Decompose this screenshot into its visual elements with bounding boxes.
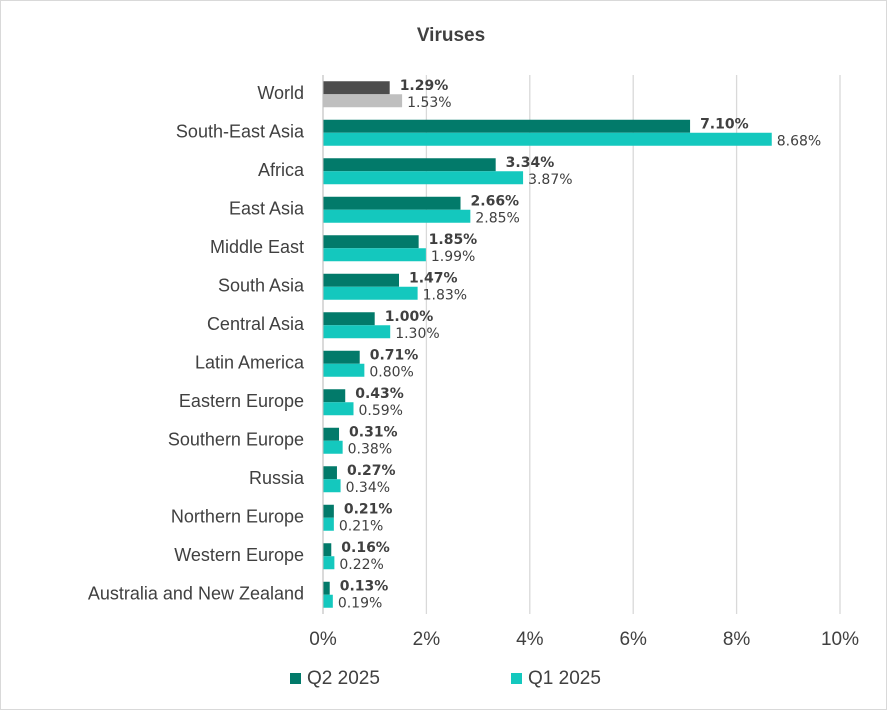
- bar: [323, 479, 341, 493]
- legend-label: Q2 2025: [307, 668, 380, 689]
- bar: [323, 517, 334, 531]
- bar: [323, 94, 403, 108]
- chart-title: Viruses: [417, 25, 485, 46]
- legend-label: Q1 2025: [528, 668, 601, 689]
- bar: [323, 119, 691, 133]
- x-tick-label: 2%: [413, 629, 441, 650]
- x-tick-label: 10%: [821, 629, 859, 650]
- y-tick-label: Central Asia: [207, 314, 305, 334]
- data-label: 0.16%: [341, 540, 390, 556]
- y-tick-label: Australia and New Zealand: [88, 584, 304, 604]
- data-label: 0.38%: [348, 441, 392, 457]
- y-tick-label: South-East Asia: [176, 122, 305, 142]
- data-label: 0.71%: [370, 347, 419, 363]
- data-label: 0.22%: [339, 557, 383, 573]
- data-label: 0.80%: [369, 364, 413, 380]
- bar: [323, 196, 461, 210]
- bar: [323, 594, 333, 608]
- data-label: 0.13%: [340, 578, 389, 594]
- bar: [323, 466, 337, 480]
- bar: [323, 325, 391, 339]
- data-label: 1.00%: [385, 309, 434, 325]
- data-label: 2.66%: [471, 193, 520, 209]
- data-label: 2.85%: [475, 210, 519, 226]
- bar: [323, 209, 471, 223]
- data-label: 1.99%: [431, 249, 475, 265]
- data-label: 0.27%: [347, 463, 396, 479]
- bar: [323, 427, 340, 441]
- y-tick-label: Middle East: [210, 237, 304, 257]
- bar: [323, 556, 335, 570]
- y-tick-label: World: [257, 83, 304, 103]
- y-tick-label: Latin America: [195, 353, 305, 373]
- data-label: 3.34%: [506, 155, 555, 171]
- data-label: 1.30%: [395, 326, 439, 342]
- bar: [323, 286, 418, 300]
- bar: [323, 81, 390, 95]
- data-label: 0.19%: [338, 595, 382, 611]
- bar: [323, 312, 375, 326]
- data-label: 0.31%: [349, 424, 398, 440]
- bar: [323, 363, 365, 377]
- x-tick-label: 0%: [309, 629, 337, 650]
- data-label: 1.53%: [407, 95, 451, 111]
- y-tick-label: South Asia: [218, 276, 305, 296]
- data-label: 0.43%: [355, 386, 404, 402]
- x-tick-label: 6%: [619, 629, 647, 650]
- data-label: 0.34%: [346, 480, 390, 496]
- y-tick-label: Africa: [258, 160, 305, 180]
- legend-marker: [290, 673, 301, 684]
- bar: [323, 543, 332, 557]
- legend-marker: [511, 673, 522, 684]
- bar: [323, 389, 346, 403]
- data-label: 8.68%: [777, 133, 821, 149]
- bar: [323, 581, 330, 595]
- bar: [323, 171, 524, 185]
- bar: [323, 158, 496, 172]
- data-label: 3.87%: [528, 172, 572, 188]
- bar: [323, 402, 354, 416]
- y-tick-label: Eastern Europe: [179, 391, 304, 411]
- y-tick-label: East Asia: [229, 199, 305, 219]
- bar: [323, 504, 334, 518]
- x-tick-label: 4%: [516, 629, 544, 650]
- bar: [323, 132, 772, 146]
- bar: [323, 248, 426, 262]
- data-label: 1.83%: [423, 287, 467, 303]
- bar: [323, 440, 343, 454]
- bar: [323, 273, 399, 287]
- y-tick-label: Western Europe: [174, 545, 304, 565]
- x-tick-label: 8%: [723, 629, 751, 650]
- y-tick-label: Southern Europe: [168, 430, 304, 450]
- data-label: 0.59%: [359, 403, 403, 419]
- data-label: 7.10%: [700, 116, 749, 132]
- y-tick-label: Northern Europe: [171, 507, 304, 527]
- bar: [323, 350, 360, 364]
- y-tick-label: Russia: [249, 468, 305, 488]
- bar: [323, 235, 419, 249]
- data-label: 0.21%: [339, 518, 383, 534]
- data-label: 1.85%: [429, 232, 478, 248]
- data-label: 0.21%: [344, 501, 393, 517]
- data-label: 1.29%: [400, 78, 449, 94]
- data-label: 1.47%: [409, 270, 458, 286]
